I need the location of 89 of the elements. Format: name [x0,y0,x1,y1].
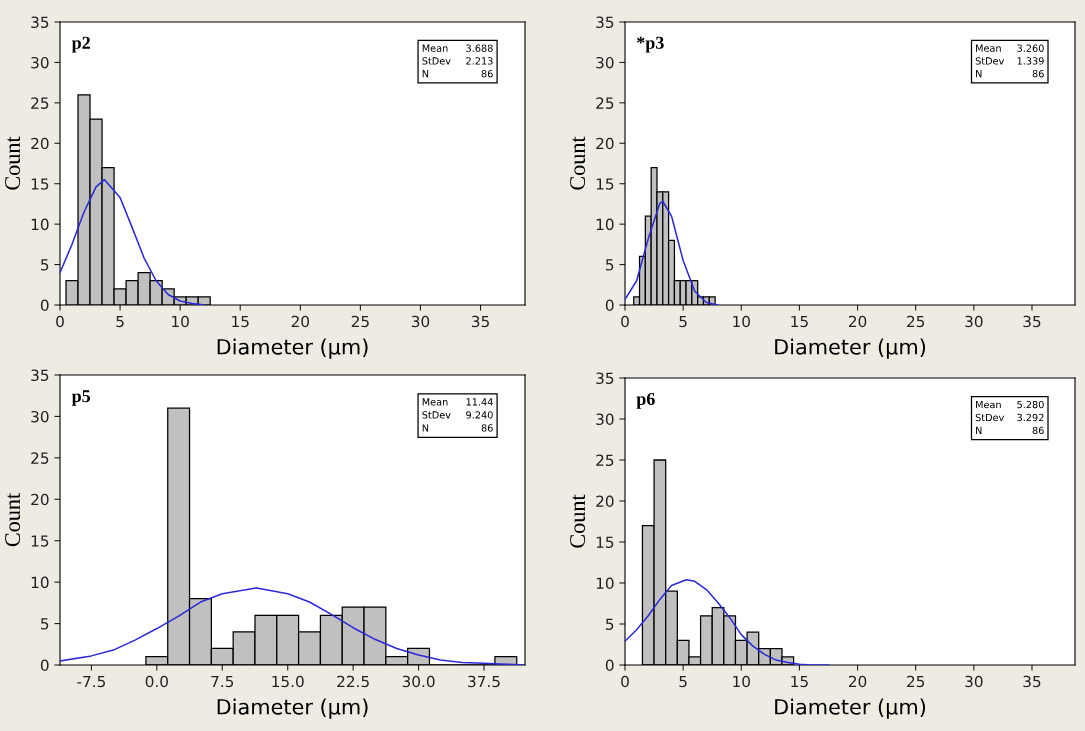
y-tick-label: 25 [31,452,49,464]
x-tick-label: 20 [848,675,867,688]
y-axis-title: Count [570,136,586,190]
y-tick-label: 30 [31,410,49,423]
x-tick-label: 30 [411,315,430,328]
x-tick-label: 0 [621,675,629,688]
line-series [625,578,830,665]
text: Mean 3.688 [422,44,493,52]
y-tick-label: 0 [40,659,49,672]
text: Mean 3.260 [976,44,1044,52]
y-tick-label: 35 [596,372,614,385]
x-tick-label: 10 [733,315,750,328]
x-tick-label: 35 [1023,675,1041,688]
x-tick-label: 0 [621,315,629,328]
text: N 86 [422,69,493,78]
text: StDev 1.339 [975,57,1044,65]
y-tick-label: 20 [31,493,49,506]
x-axis-title: Diameter (μm) [775,698,926,719]
text: *p3 [637,36,664,53]
y-tick-label: 15 [596,536,614,549]
x-tick-label: 15 [791,675,808,688]
x-tick-label: 25 [907,675,925,688]
x-tick-label: 5 [116,315,124,328]
y-tick-label: 25 [31,97,49,109]
x-axis-title: Diameter (μm) [217,698,368,719]
y-tick-label: 0 [40,299,49,312]
text: StDev 2.213 [422,57,493,65]
y-tick-label: 30 [596,413,614,426]
text: p6 [636,392,655,409]
x-tick-label: 10 [172,315,189,328]
text: N 86 [976,69,1044,78]
y-tick-label: 15 [596,178,614,190]
y-tick-label: 5 [41,259,49,271]
y-tick-label: 25 [596,97,614,109]
y-tick-label: 0 [605,299,614,312]
x-tick-label: 35 [1023,315,1041,328]
y-tick-label: 35 [31,369,49,382]
x-tick-label: 7.5 [211,675,234,688]
x-tick-label: 5 [679,675,687,688]
y-axis-title: Count [5,492,21,547]
text: StDev 9.240 [422,411,493,419]
line-series [625,200,719,305]
x-tick-label: 10 [733,675,750,688]
y-tick-label: 30 [31,56,49,69]
x-tick-label: 25 [907,315,925,328]
y-tick-label: 5 [41,618,49,630]
y-axis-title: Count [570,494,586,548]
x-axis-title: Diameter (μm) [217,338,368,359]
y-tick-label: 10 [596,218,614,231]
y-tick-label: 10 [31,576,49,589]
x-tick-label: 25 [351,315,369,328]
x-tick-label: 0 [56,315,64,328]
y-tick-label: 15 [31,535,49,547]
text: p2 [71,36,90,53]
x-tick-label: -7.5 [77,675,105,688]
y-tick-label: 20 [31,137,49,150]
y-tick-label: 30 [596,56,614,69]
y-tick-label: 10 [31,218,49,231]
y-tick-label: 20 [596,495,614,508]
x-tick-label: 15 [232,315,249,328]
text: N 86 [422,424,493,432]
x-tick-label: 20 [848,315,867,328]
y-tick-label: 20 [596,137,614,150]
text: p5 [71,390,91,406]
x-tick-label: 5 [679,315,687,328]
y-axis-title: Count [5,136,21,190]
y-tick-label: 35 [31,16,49,29]
x-tick-label: 15 [791,315,808,328]
y-tick-label: 15 [31,178,49,190]
x-tick-label: 37.5 [468,675,500,688]
x-tick-label: 20 [291,315,310,328]
y-tick-label: 10 [596,577,614,590]
text: Mean 5.280 [976,400,1044,409]
text: Mean 11.44 [422,398,493,406]
y-tick-label: 0 [605,659,614,672]
y-tick-label: 25 [596,454,614,467]
x-axis-title: Diameter (μm) [775,338,926,359]
text: StDev 3.292 [975,413,1044,422]
x-tick-label: 30 [965,315,983,328]
y-tick-label: 35 [596,16,614,29]
x-tick-label: 30 [965,675,983,688]
x-tick-label: 15.0 [272,675,304,688]
x-tick-label: 30.0 [402,675,435,688]
x-tick-label: 35 [471,315,489,328]
x-tick-label: 22.5 [337,675,369,688]
text: N 86 [976,426,1044,435]
y-tick-label: 5 [606,618,614,631]
y-tick-label: 5 [606,259,614,271]
x-tick-label: 0.0 [145,675,168,688]
